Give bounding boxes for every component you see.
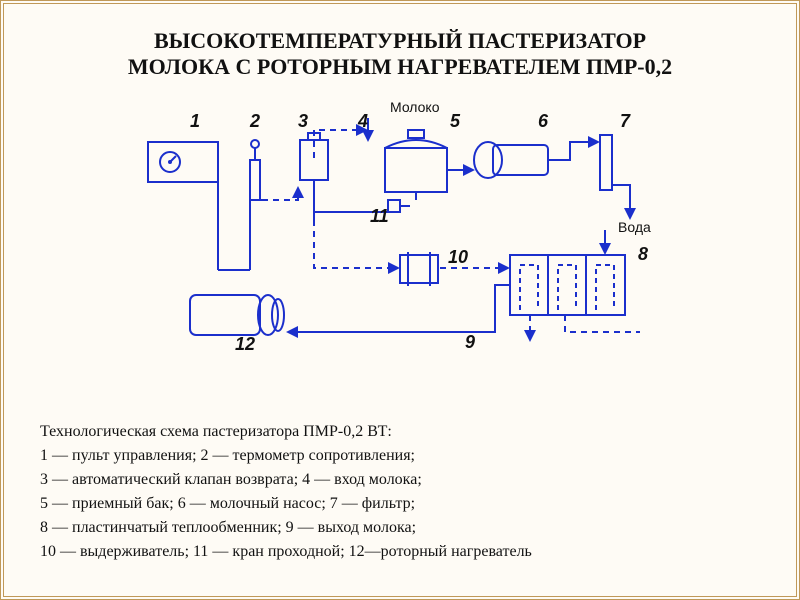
label-milk: Молоко xyxy=(390,100,440,115)
component-label-4: 4 xyxy=(357,111,368,131)
component-label-8: 8 xyxy=(638,244,648,264)
slide-title: ВЫСОКОТЕМПЕРАТУРНЫЙ ПАСТЕРИЗАТОР МОЛОКА … xyxy=(20,28,780,80)
component-label-5: 5 xyxy=(450,111,461,131)
caption-block: Технологическая схема пастеризатора ПМР-… xyxy=(40,420,760,564)
caption-line: 8 — пластинчатый теплообменник; 9 — выхо… xyxy=(40,516,760,540)
title-line-2: МОЛОКА С РОТОРНЫМ НАГРЕВАТЕЛЕМ ПМР-0,2 xyxy=(128,54,672,79)
component-label-10: 10 xyxy=(448,247,468,267)
scheme-diagram: Молоко Вода 123456789101112 xyxy=(110,100,690,380)
component-label-2: 2 xyxy=(249,111,260,131)
component-label-9: 9 xyxy=(465,332,475,352)
caption-line: 10 — выдерживатель; 11 — кран проходной;… xyxy=(40,540,760,564)
component-label-3: 3 xyxy=(298,111,308,131)
caption-line: 5 — приемный бак; 6 — молочный насос; 7 … xyxy=(40,492,760,516)
title-line-1: ВЫСОКОТЕМПЕРАТУРНЫЙ ПАСТЕРИЗАТОР xyxy=(154,28,646,53)
component-label-7: 7 xyxy=(620,111,631,131)
component-label-12: 12 xyxy=(235,334,255,354)
caption-line: 1 — пульт управления; 2 — термометр сопр… xyxy=(40,444,760,468)
component-label-6: 6 xyxy=(538,111,549,131)
component-label-1: 1 xyxy=(190,111,200,131)
label-water: Вода xyxy=(618,219,651,235)
component-label-11: 11 xyxy=(370,206,389,226)
caption-line: 3 — автоматический клапан возврата; 4 — … xyxy=(40,468,760,492)
caption-line: Технологическая схема пастеризатора ПМР-… xyxy=(40,420,760,444)
